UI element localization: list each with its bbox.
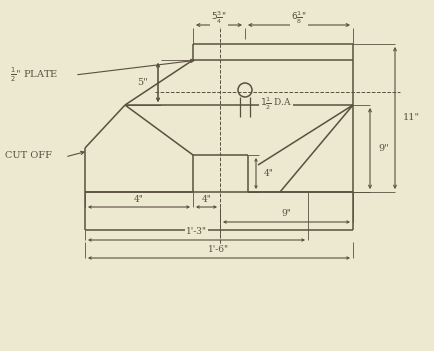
Text: 1'-3": 1'-3" [186,227,207,237]
Text: 4": 4" [263,169,273,178]
Text: $5\frac{3}{4}$": $5\frac{3}{4}$" [210,10,227,26]
Text: $\frac{1}{2}$" PLATE: $\frac{1}{2}$" PLATE [10,66,58,84]
Text: 9": 9" [281,210,291,219]
Text: 11": 11" [402,113,419,122]
Text: $6\frac{1}{8}$": $6\frac{1}{8}$" [290,10,306,26]
Text: 9": 9" [377,144,388,153]
Text: 4": 4" [201,194,211,204]
Text: CUT OFF: CUT OFF [5,151,52,159]
Text: 1'-6": 1'-6" [208,245,229,254]
Text: $1\frac{1}{2}$ D.A: $1\frac{1}{2}$ D.A [260,95,292,112]
Text: 4": 4" [134,194,144,204]
Text: 5": 5" [137,78,148,87]
